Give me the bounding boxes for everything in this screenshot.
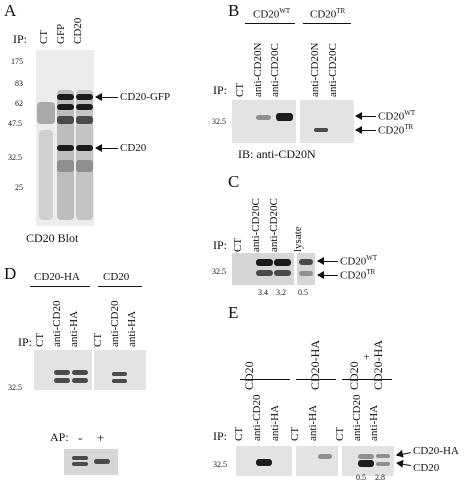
panel-a-ip-label: IP: <box>13 32 28 46</box>
panel-c-label-wt: CD20WT <box>340 254 378 268</box>
panel-e-lane-anti-ha-1: anti-HA <box>269 404 281 441</box>
panel-c-blot-lysate <box>297 253 315 285</box>
panel-d-marker-32-5: 32.5 <box>8 383 22 392</box>
panel-d-ap-plus: + <box>97 430 105 445</box>
panel-b-label-wt: CD20WT <box>378 109 416 123</box>
panel-c-ratio-3: 0.5 <box>298 288 308 297</box>
panel-c-letter: C <box>228 172 240 191</box>
panel-e-blot-cd20 <box>236 446 292 476</box>
panel-e-label-cd20: CD20 <box>413 462 440 474</box>
panel-b-group-tr-line <box>303 23 351 24</box>
panel-d-group-cd20: CD20 <box>103 271 130 283</box>
panel-c-ip-label: IP: <box>213 238 228 252</box>
panel-b-lane-anti-cd20c-wt: anti-CD20C <box>269 43 281 97</box>
panel-e-group2-line <box>296 379 336 380</box>
panel-a-caption: CD20 Blot <box>26 231 79 245</box>
panel-b-label-tr: CD20TR <box>378 123 414 137</box>
panel-b-caption: IB: anti-CD20N <box>238 147 316 161</box>
panel-d-group-cd20-ha-line <box>30 286 90 287</box>
panel-b-lane-anti-cd20n-tr: anti-CD20N <box>309 42 321 97</box>
panel-d-lane-anti-ha-1: anti-HA <box>68 310 80 347</box>
panel-e-blot-mix <box>342 446 394 476</box>
panel-e-group-cd20-ha: CD20-HA <box>308 340 322 390</box>
panel-b-arrow-tr <box>355 126 376 134</box>
panel-d-ap-minus: - <box>78 430 83 445</box>
panel-e-arrow-cd20-ha <box>396 452 411 456</box>
panel-e-ip-label: IP: <box>213 429 228 443</box>
panel-e-lane-anti-ha-3: anti-HA <box>368 404 380 441</box>
panel-a-marker-62: 62 <box>15 99 23 108</box>
panel-a-lane-cd20: CD20 <box>72 17 84 44</box>
panel-a-arrow-cd20 <box>95 144 118 152</box>
panel-d-lane-anti-cd20-2: anti-CD20 <box>109 300 121 347</box>
panel-e-group-cd20: CD20 <box>242 361 256 390</box>
panel-b-lane-ct: CT <box>234 82 246 97</box>
panel-a-marker-32-5: 32.5 <box>8 153 22 162</box>
panel-d-blot-cd20 <box>94 350 146 390</box>
panel-a-marker-47-5: 47.5 <box>8 119 22 128</box>
panel-a-marker-83: 83 <box>15 79 23 88</box>
panel-e-ratio-1: 0.5 <box>356 473 366 482</box>
panel-b-lane-anti-cd20n-wt: anti-CD20N <box>252 42 264 97</box>
panel-d-ap-label: AP: <box>50 430 69 444</box>
panel-c-arrow-tr <box>317 271 338 279</box>
panel-c-lane-anti-cd20c-1: anti-CD20C <box>250 198 262 252</box>
panel-b-group-wt-line <box>245 23 295 24</box>
panel-a-blot <box>36 50 94 226</box>
panel-b-letter: B <box>228 1 240 20</box>
panel-d-group-cd20-line <box>98 286 142 287</box>
panel-d-blot-ap <box>64 449 118 475</box>
panel-e-group1-line <box>240 379 290 380</box>
panel-b-arrow-wt <box>355 112 376 120</box>
panel-d-letter: D <box>4 264 17 283</box>
panel-c-ratio-1: 3.4 <box>258 288 268 297</box>
panel-c-lane-lysate: lysate <box>292 226 304 252</box>
panel-e-arrow-cd20 <box>396 463 411 466</box>
panel-b-group-wt: CD20WT <box>253 7 291 21</box>
panel-e-lane-ct-3: CT <box>334 426 346 441</box>
panel-e-label-cd20-ha: CD20-HA <box>413 445 459 457</box>
panel-c-blot-ip <box>232 253 294 285</box>
panel-d-lane-ct-1: CT <box>34 332 46 347</box>
panel-e-lane-anti-cd20-1: anti-CD20 <box>251 394 263 441</box>
panel-a-label-cd20-gfp: CD20-GFP <box>120 91 171 103</box>
panel-e-group3-cd20-ha: CD20-HA <box>371 340 385 390</box>
panel-a-arrow-cd20-gfp <box>95 93 118 101</box>
panel-b-marker-32-5: 32.5 <box>212 117 226 126</box>
panel-a-letter: A <box>4 1 17 20</box>
panel-d-blot-cd20-ha <box>34 350 92 390</box>
panel-c-label-tr: CD20TR <box>340 268 376 282</box>
panel-e-marker-32-5: 32.5 <box>213 460 227 469</box>
panel-e-group3-cd20: CD20 <box>347 361 361 390</box>
panel-c-lane-anti-cd20c-2: anti-CD20C <box>268 198 280 252</box>
panel-b-group-tr: CD20TR <box>310 7 346 21</box>
panel-e-lane-ct-1: CT <box>233 426 245 441</box>
panel-b-blot-wt <box>232 100 296 143</box>
panel-c-lane-ct: CT <box>232 237 244 252</box>
panel-a-marker-175: 175 <box>11 57 23 66</box>
panel-b-blot-tr <box>300 100 354 143</box>
panel-d-lane-ct-2: CT <box>92 332 104 347</box>
panel-e-lane-anti-cd20-3: anti-CD20 <box>351 394 363 441</box>
panel-d-lane-anti-cd20-1: anti-CD20 <box>51 300 63 347</box>
panel-e-group3-line <box>342 379 392 380</box>
panel-a-lane-ct: CT <box>38 29 50 44</box>
panel-d-lane-anti-ha-2: anti-HA <box>126 310 138 347</box>
panel-c-arrow-wt <box>317 257 338 265</box>
panel-d-ip-label: IP: <box>18 335 33 349</box>
panel-e-blot-cd20-ha <box>296 446 338 476</box>
panel-a-marker-25: 25 <box>15 183 23 192</box>
panel-b-lane-anti-cd20c-tr: anti-CD20C <box>327 43 339 97</box>
panel-d-group-cd20-ha: CD20-HA <box>34 271 80 283</box>
panel-e-ratio-2: 2.8 <box>375 473 385 482</box>
panel-e-lane-ct-2: CT <box>289 426 301 441</box>
panel-a-lane-gfp: GFP <box>55 23 67 44</box>
panel-c-marker-32-5: 32.5 <box>212 267 226 276</box>
panel-e-lane-anti-ha-2: anti-HA <box>307 404 319 441</box>
panel-c-ratio-2: 3.2 <box>276 288 286 297</box>
panel-a-label-cd20: CD20 <box>120 142 147 154</box>
panel-b-ip-label: IP: <box>213 83 228 97</box>
panel-e-letter: E <box>228 303 239 322</box>
